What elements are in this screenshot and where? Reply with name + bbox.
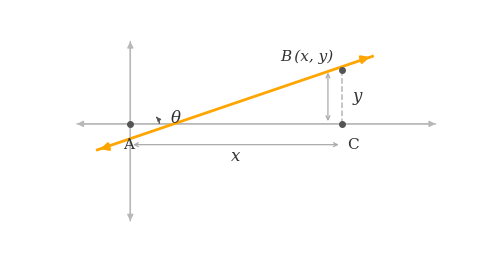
Text: y: y: [352, 88, 362, 105]
Text: x: x: [231, 148, 240, 165]
Text: A: A: [123, 138, 134, 152]
Text: B (x, y): B (x, y): [280, 49, 333, 63]
Text: θ: θ: [170, 110, 180, 127]
Text: C: C: [348, 138, 359, 152]
